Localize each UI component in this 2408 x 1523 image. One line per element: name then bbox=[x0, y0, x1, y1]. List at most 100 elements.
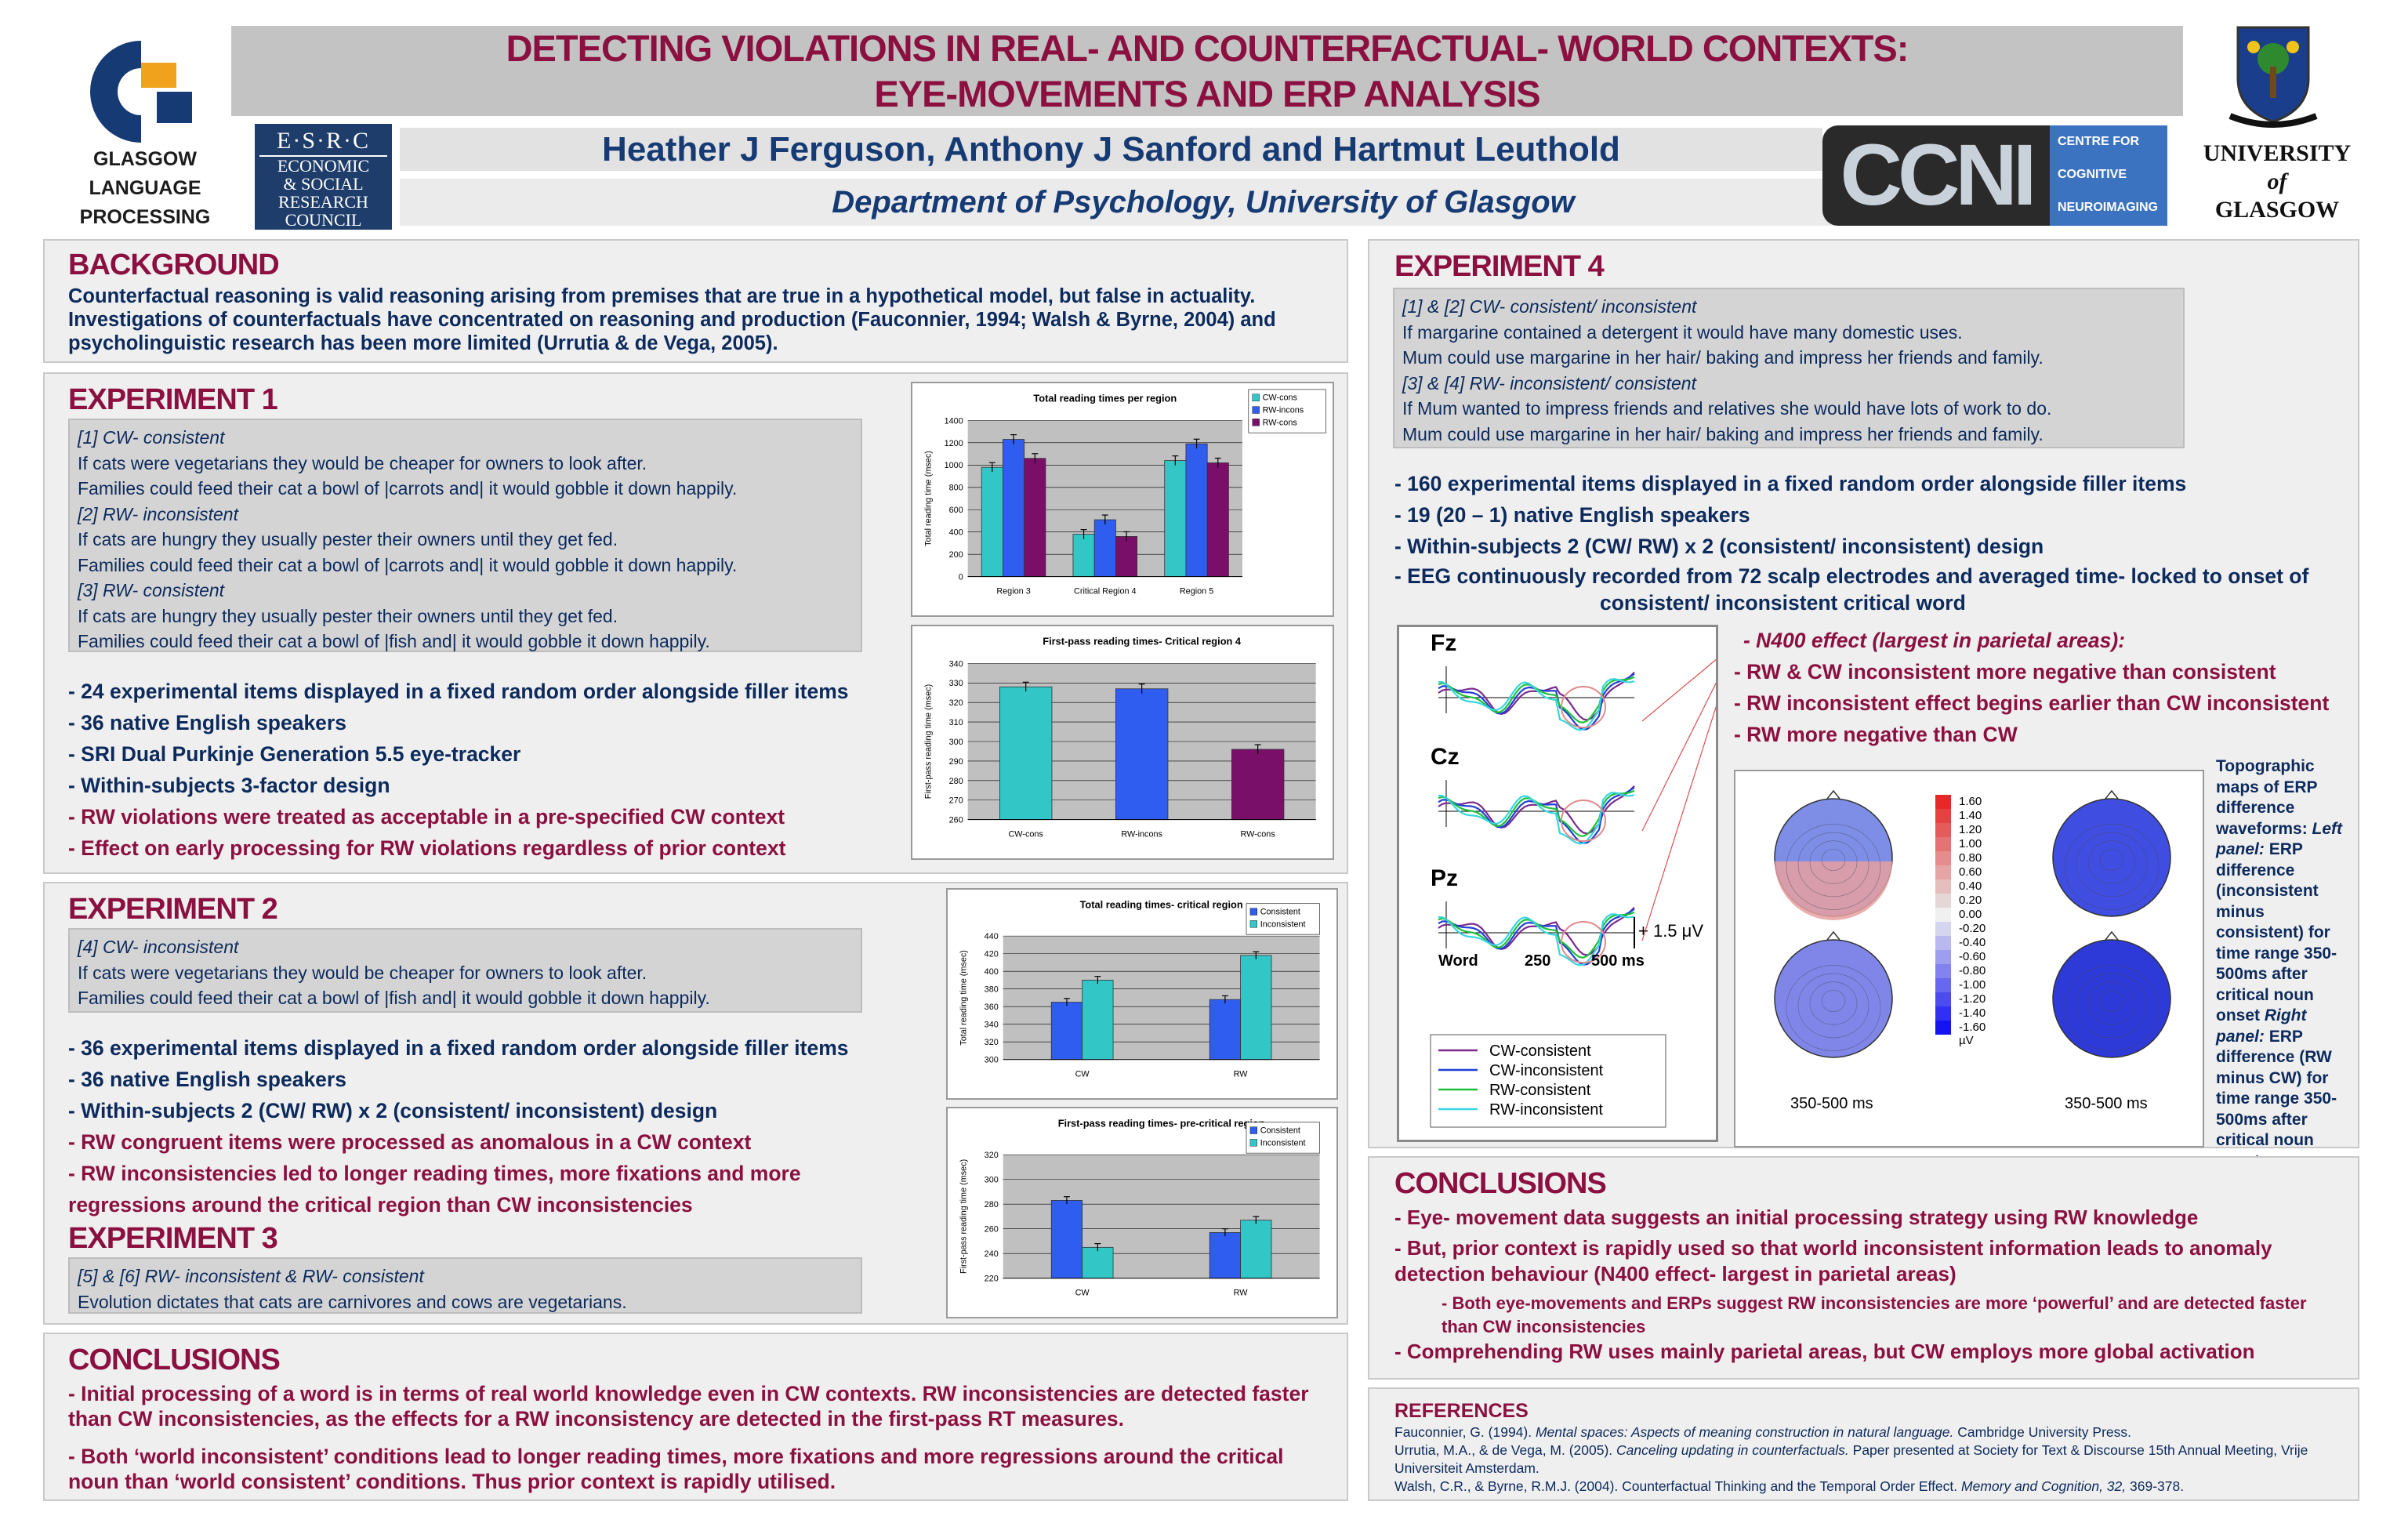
erp-legend-label: CW-inconsistent bbox=[1489, 1062, 1604, 1079]
stimulus-sentence: Families could feed their cat a bowl of … bbox=[78, 478, 738, 499]
colour-scale-label: -0.60 bbox=[1959, 950, 1986, 963]
electrode-label: Cz bbox=[1431, 744, 1460, 770]
y-tick-label: 310 bbox=[949, 718, 963, 727]
caption-fragment: Topographic maps of ERP difference wavef… bbox=[2216, 757, 2318, 838]
bullet-item: - Within-subjects 2 (CW/ RW) x 2 (consis… bbox=[1394, 535, 2044, 558]
experiment4-bullets: - 160 experimental items displayed in a … bbox=[1394, 468, 2308, 615]
chart-svg: First-pass reading times- Critical regio… bbox=[923, 636, 1316, 839]
y-tick-label: 440 bbox=[985, 932, 999, 941]
erp-legend-label: RW-consistent bbox=[1489, 1082, 1591, 1099]
contour-line bbox=[2087, 981, 2136, 1025]
n400-item: - RW inconsistent effect begins earlier … bbox=[1734, 691, 2330, 715]
experiment3-stimuli-box: [5] & [6] RW- inconsistent & RW- consist… bbox=[68, 1257, 862, 1314]
bullet-item: - 160 experimental items displayed in a … bbox=[1394, 472, 2187, 495]
bar bbox=[1185, 443, 1208, 578]
references-heading: REFERENCES bbox=[1394, 1400, 1529, 1422]
y-tick-label: 290 bbox=[949, 757, 963, 767]
pointer-line bbox=[1641, 642, 1737, 832]
erp-svg: Fz Cz Pz + 1.5 μV Word 250 500 ms CW-consistent… bbox=[1430, 630, 1737, 1128]
x-tick-label: CW bbox=[1075, 1069, 1090, 1079]
scalp-region bbox=[1775, 861, 1892, 920]
background-text: Counterfactual reasoning is valid reason… bbox=[68, 285, 1276, 354]
condition-label: [1] & [2] CW- consistent/ inconsistent bbox=[1402, 296, 1697, 317]
stimulus-sentence: If cats were vegetarians they would be c… bbox=[78, 452, 647, 473]
topomap-time-label: 350-500 ms bbox=[2065, 1095, 2148, 1112]
y-tick-label: 260 bbox=[985, 1225, 999, 1235]
plot-area bbox=[1003, 1155, 1320, 1278]
ccni-logo: CCNI CENTRE FOR COGNITIVE NEUROIMAGING bbox=[1822, 125, 2167, 226]
time-axis-label: 500 ms bbox=[1591, 952, 1645, 970]
contour-line bbox=[1786, 824, 1881, 910]
y-tick-label: 200 bbox=[949, 550, 963, 560]
contour-line bbox=[2064, 965, 2160, 1051]
bar bbox=[1093, 519, 1116, 578]
bar bbox=[1240, 1220, 1272, 1279]
caption-fragment: Right panel: bbox=[2216, 1006, 2307, 1046]
x-tick-label: Critical Region 4 bbox=[1074, 586, 1137, 596]
experiment1-stimuli-box: [1] CW- consistent If cats were vegetaria… bbox=[68, 419, 862, 652]
reference-fragment: Urrutia, M.A., & de Vega, M. (2005). bbox=[1394, 1442, 1617, 1458]
y-tick-label: 280 bbox=[985, 1200, 999, 1209]
conclusions-left-item: - Initial processing of a word is in ter… bbox=[68, 1382, 1309, 1431]
bar bbox=[1082, 1246, 1114, 1279]
n400-highlight bbox=[1561, 686, 1606, 728]
colour-scale-step bbox=[1935, 922, 1951, 936]
topomap-time-label: 350-500 ms bbox=[1790, 1095, 1873, 1112]
erp-legend-label: CW-consistent bbox=[1489, 1043, 1591, 1060]
stimulus-sentence: If cats were vegetarians they would be c… bbox=[78, 962, 647, 983]
colour-scale-label: 1.00 bbox=[1959, 837, 1982, 850]
reference-item: Fauconnier, G. (1994). Mental spaces: As… bbox=[1394, 1423, 2343, 1441]
legend-label: RW-cons bbox=[1263, 418, 1298, 427]
experiment4-heading: EXPERIMENT 4 bbox=[1394, 250, 1605, 283]
condition-label: [1] CW- consistent bbox=[78, 427, 225, 448]
chart-total-reading-critical: Total reading times- critical region 300 3… bbox=[946, 888, 1338, 1100]
colour-scale-label: 1.20 bbox=[1959, 823, 1982, 836]
chart-firstpass-precritical: First-pass reading times- pre-critical r… bbox=[946, 1107, 1338, 1318]
bar bbox=[1231, 749, 1285, 821]
background-panel: BACKGROUND Counterfactual reasoning is v… bbox=[43, 239, 1348, 363]
contour-line bbox=[2064, 824, 2160, 910]
y-axis-label: First-pass reading time (msec) bbox=[959, 1159, 968, 1274]
bullet-item: - EEG continuously recorded from 72 scal… bbox=[1394, 564, 2309, 588]
experiment4-panel: EXPERIMENT 4 [1] & [2] CW- consistent/ i… bbox=[1368, 239, 2359, 1170]
condition-label: [3] & [4] RW- inconsistent/ consistent bbox=[1402, 372, 1696, 393]
bar bbox=[1003, 439, 1025, 578]
x-tick-label: Region 5 bbox=[1180, 586, 1213, 596]
legend-swatch bbox=[1249, 1139, 1257, 1147]
bullet-item: - 24 experimental items displayed in a f… bbox=[68, 680, 849, 703]
y-tick-label: 420 bbox=[985, 950, 999, 959]
nose-mark bbox=[1826, 930, 1840, 941]
conclusion-item: - Both eye-movements and ERPs suggest RW… bbox=[1442, 1293, 2307, 1336]
legend-swatch bbox=[1249, 920, 1257, 928]
conclusion-item: - Comprehending RW uses mainly parietal … bbox=[1394, 1340, 2255, 1363]
esrc-logo: E·S·R·C ECONOMIC & SOCIAL RESEARCH COUNC… bbox=[255, 124, 392, 230]
colour-scale-step bbox=[1935, 809, 1951, 823]
y-tick-label: 300 bbox=[985, 1056, 999, 1065]
colour-scale-label: 0.80 bbox=[1959, 851, 1982, 865]
x-tick-label: RW-incons bbox=[1121, 829, 1162, 839]
contour-line bbox=[1797, 832, 1869, 897]
x-tick-label: CW-cons bbox=[1008, 829, 1043, 839]
stimulus-sentence: If cats are hungry they usually pester t… bbox=[78, 529, 618, 549]
legend-box bbox=[1246, 1122, 1320, 1154]
plot-area bbox=[1003, 936, 1320, 1060]
stimulus-sentence: Mum could use margarine in her hair/ bak… bbox=[1402, 347, 2044, 368]
y-tick-label: 1000 bbox=[945, 461, 963, 470]
y-axis-label: Total reading time (msec) bbox=[959, 950, 968, 1046]
experiment2-panel: EXPERIMENT 2 [4] CW- inconsistent If cats… bbox=[43, 882, 1348, 1325]
y-tick-label: 400 bbox=[985, 967, 999, 977]
stimulus-sentence: Families could feed their cat a bowl of … bbox=[78, 554, 738, 575]
y-tick-label: 220 bbox=[985, 1275, 999, 1284]
colour-scale-label: -1.00 bbox=[1959, 978, 1986, 992]
bullet-item: - RW inconsistencies led to longer readi… bbox=[68, 1162, 801, 1185]
bullet-item: - Effect on early processing for RW viol… bbox=[68, 836, 786, 860]
university-line: GLASGOW bbox=[2214, 197, 2340, 223]
esrc-line: ECONOMIC bbox=[277, 156, 370, 176]
references-panel: REFERENCES Fauconnier, G. (1994). Mental… bbox=[1368, 1387, 2359, 1501]
x-tick-label: Region 3 bbox=[996, 586, 1030, 596]
chart-svg: First-pass reading times- pre-critical r… bbox=[959, 1118, 1320, 1297]
glp-line: PROCESSING bbox=[79, 206, 211, 228]
stimulus-sentence: Mum could use margarine in her hair/ bak… bbox=[1402, 423, 2044, 444]
y-tick-label: 320 bbox=[949, 698, 963, 708]
nose-mark bbox=[2105, 789, 2119, 800]
